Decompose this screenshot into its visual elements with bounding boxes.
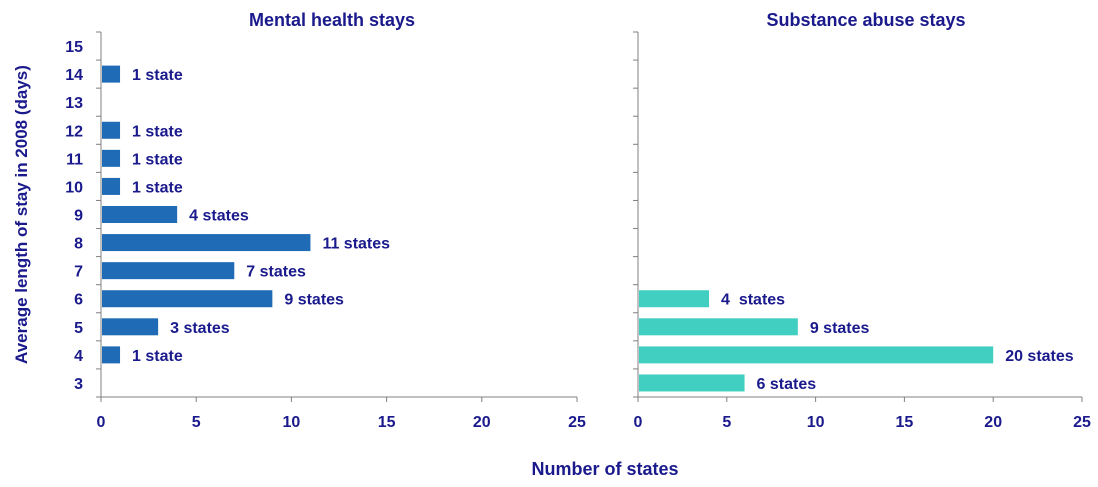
substance-abuse-bar: [639, 346, 994, 364]
category-label: 4: [74, 348, 83, 365]
category-label: 10: [65, 179, 83, 196]
substance-abuse-panel: Substance abuse stays 0 5 10 15 20 25 6 states 2…: [633, 10, 1091, 431]
substance-abuse-title: Substance abuse stays: [766, 10, 965, 30]
substance-abuse-bar: [639, 290, 710, 308]
mental-health-data-label: 3 states: [170, 320, 230, 337]
mental-health-bar: [102, 206, 178, 223]
mental-health-data-label: 7 states: [246, 264, 306, 281]
mental-health-bar: [102, 318, 159, 336]
mental-health-data-label: 1 state: [132, 67, 183, 84]
mental-health-bar: [102, 65, 121, 83]
mental-health-bar: [102, 290, 273, 308]
substance-abuse-x-tick-label: 20: [984, 414, 1002, 431]
category-label: 12: [65, 123, 83, 140]
x-axis-title: Number of states: [531, 459, 678, 479]
mental-health-panel: Mental health stays 0 5 10 15 20 25 3 4 5 6 7 8 9 10 11…: [12, 10, 586, 431]
substance-abuse-data-label: 4 states: [721, 292, 785, 309]
mental-health-x-tick-label: 15: [378, 414, 396, 431]
substance-abuse-x-tick-label: 10: [807, 414, 825, 431]
category-label: 5: [74, 320, 83, 337]
mental-health-data-label: 4 states: [189, 208, 249, 225]
category-label: 9: [74, 208, 83, 225]
mental-health-bar: [102, 262, 235, 280]
substance-abuse-x-tick-label: 15: [896, 414, 914, 431]
mental-health-bar: [102, 149, 121, 167]
mental-health-x-tick-label: 10: [283, 414, 301, 431]
mental-health-data-label: 11 states: [322, 236, 390, 253]
mental-health-data-label: 9 states: [284, 292, 344, 309]
substance-abuse-x-tick-label: 0: [634, 414, 643, 431]
mental-health-data-label: 1 state: [132, 123, 183, 140]
mental-health-x-tick-label: 20: [473, 414, 491, 431]
mental-health-bar: [102, 177, 121, 195]
category-label: 7: [74, 264, 83, 281]
category-label: 14: [65, 67, 83, 84]
mental-health-x-tick-label: 0: [97, 414, 106, 431]
substance-abuse-data-label: 20 states: [1005, 348, 1074, 365]
category-label: 6: [74, 292, 83, 309]
category-label: 11: [66, 151, 83, 168]
category-label: 8: [74, 236, 83, 253]
mental-health-data-label: 1 state: [132, 348, 183, 365]
mental-health-x-tick-label: 5: [192, 414, 201, 431]
mental-health-bar: [102, 346, 121, 364]
y-axis-title: Average length of stay in 2008 (days): [12, 65, 31, 364]
substance-abuse-data-label: 6 states: [757, 376, 817, 393]
mental-health-x-tick-label: 25: [568, 414, 586, 431]
mental-health-data-label: 1 state: [132, 179, 183, 196]
category-label: 3: [74, 376, 83, 393]
mental-health-bar: [102, 121, 121, 139]
substance-abuse-x-tick-label: 5: [722, 414, 731, 431]
category-label: 13: [65, 95, 83, 112]
substance-abuse-data-label: 9 states: [810, 320, 870, 337]
mental-health-bar: [102, 234, 311, 252]
mental-health-data-label: 1 state: [132, 151, 183, 168]
substance-abuse-x-tick-label: 25: [1073, 414, 1091, 431]
substance-abuse-bar: [639, 374, 745, 392]
mental-health-title: Mental health stays: [249, 10, 415, 30]
category-label: 15: [65, 39, 83, 56]
substance-abuse-bar: [639, 318, 798, 336]
